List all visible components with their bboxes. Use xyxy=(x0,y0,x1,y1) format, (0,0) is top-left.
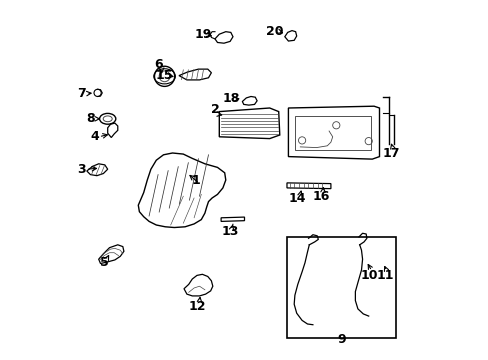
Text: 7: 7 xyxy=(77,87,86,100)
Text: 13: 13 xyxy=(221,225,238,238)
Text: 6: 6 xyxy=(154,58,163,71)
Text: 5: 5 xyxy=(100,256,108,269)
Bar xyxy=(286,237,395,338)
Text: 4: 4 xyxy=(90,130,99,143)
Text: 9: 9 xyxy=(337,333,346,346)
Text: 17: 17 xyxy=(382,147,399,159)
Text: 2: 2 xyxy=(210,103,219,116)
Text: 8: 8 xyxy=(86,112,95,125)
Text: 3: 3 xyxy=(77,163,86,176)
Bar xyxy=(294,116,370,150)
Text: 18: 18 xyxy=(223,93,240,105)
Text: 12: 12 xyxy=(188,300,206,312)
Text: 20: 20 xyxy=(266,25,283,38)
Text: 14: 14 xyxy=(288,192,306,205)
Text: 15: 15 xyxy=(156,69,173,82)
Text: 1: 1 xyxy=(191,174,200,186)
Text: 16: 16 xyxy=(311,190,329,203)
Text: 19: 19 xyxy=(194,28,211,41)
Text: 10: 10 xyxy=(360,269,377,282)
Text: 11: 11 xyxy=(375,269,393,282)
